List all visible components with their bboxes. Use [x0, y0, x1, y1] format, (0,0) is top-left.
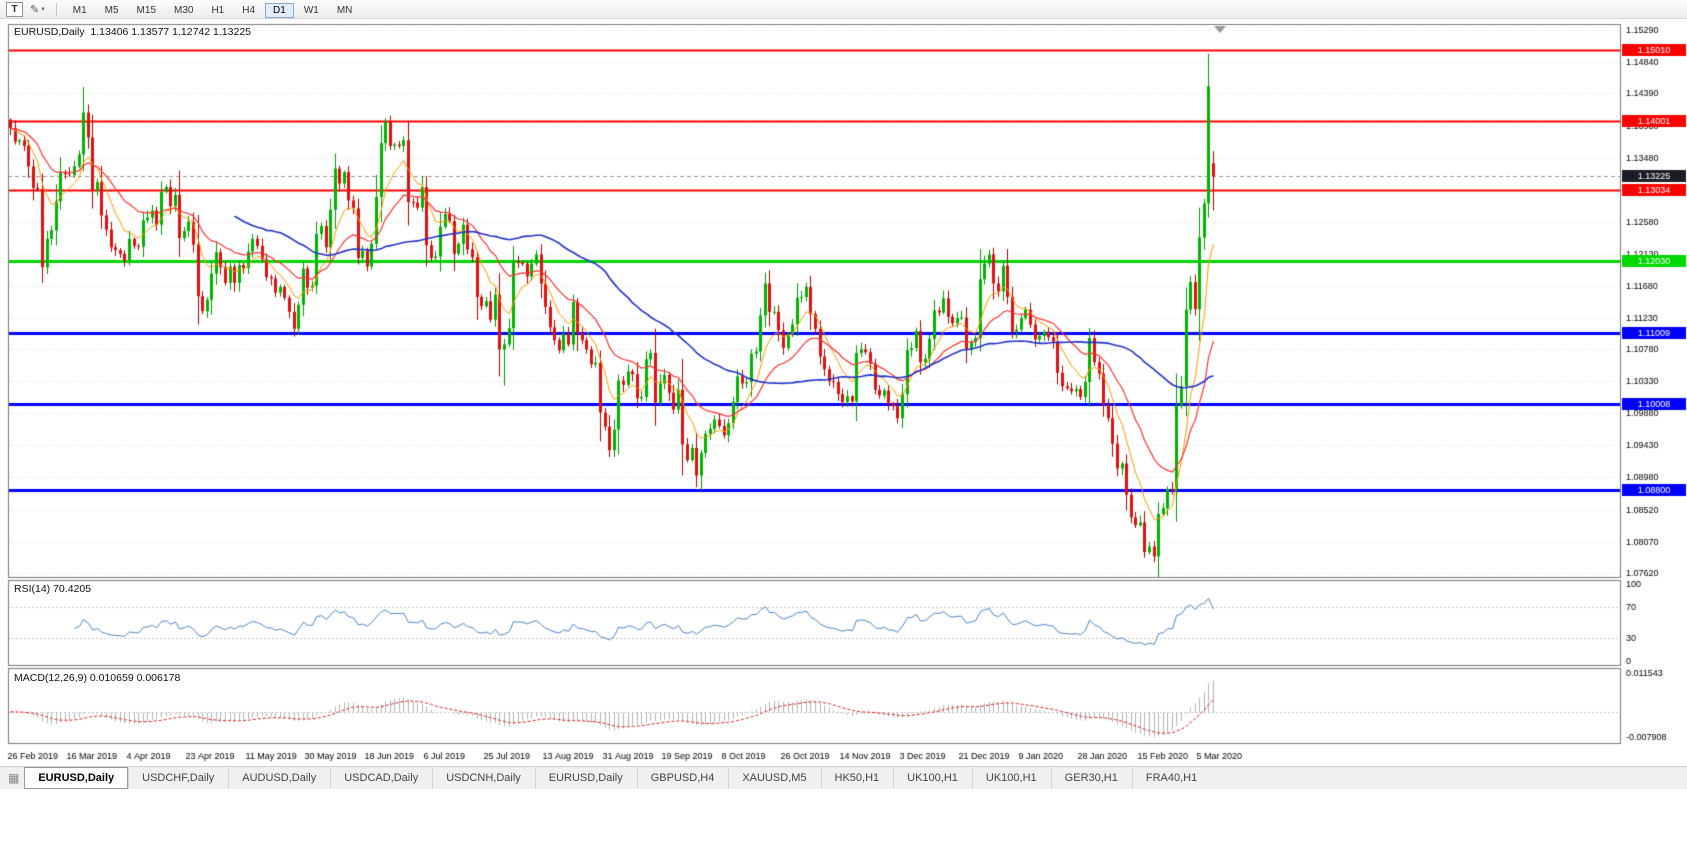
chart-tab-1-usdchf-daily[interactable]: USDCHF,Daily	[128, 767, 228, 789]
top-toolbar: T ✎ ▾ M1 M5 M15 M30 H1 H4 D1 W1 MN	[0, 0, 1687, 19]
chart-tab-8-hk50-h1[interactable]: HK50,H1	[820, 767, 894, 789]
timeframe-button-mn[interactable]: MN	[329, 3, 361, 18]
timeframe-button-m30[interactable]: M30	[166, 3, 201, 18]
chart-tab-4-usdcnh-daily[interactable]: USDCNH,Daily	[432, 767, 535, 789]
chart-tab-3-usdcad-daily[interactable]: USDCAD,Daily	[330, 767, 432, 789]
toolbar-separator	[55, 2, 57, 16]
timeframe-button-w1[interactable]: W1	[296, 3, 327, 18]
chart-tab-9-uk100-h1[interactable]: UK100,H1	[893, 767, 972, 789]
chevron-down-icon: ▾	[41, 6, 45, 13]
chart-tab-7-xauusd-m5[interactable]: XAUUSD,M5	[728, 767, 820, 789]
chart-area: EURUSD,Daily 1.13406 1.13577 1.12742 1.1…	[0, 19, 1687, 766]
timeframe-button-m5[interactable]: M5	[97, 3, 127, 18]
chart-tab-0-eurusd-daily[interactable]: EURUSD,Daily	[24, 767, 129, 789]
chart-tab-12-fra40-h1[interactable]: FRA40,H1	[1131, 767, 1211, 789]
timeframe-button-m1[interactable]: M1	[65, 3, 95, 18]
chart-tabs: EURUSD,Daily USDCHF,Daily AUDUSD,Daily USDC…	[24, 767, 1211, 789]
chart-tab-5-eurusd-daily[interactable]: EURUSD,Daily	[534, 767, 637, 789]
chart-tab-6-gbpusd-h4[interactable]: GBPUSD,H4	[636, 767, 729, 789]
chart-tabs-bar: ▦ EURUSD,Daily USDCHF,Daily AUDUSD,Daily US…	[0, 766, 1687, 789]
draw-tool-button[interactable]: ✎ ▾	[26, 2, 49, 17]
chart-tab-10-uk100-h1[interactable]: UK100,H1	[971, 767, 1051, 789]
timeframe-group: M1 M5 M15 M30 H1 H4 D1 W1 MN	[64, 0, 362, 18]
timeframe-button-d1[interactable]: D1	[265, 3, 294, 18]
price-chart-canvas[interactable]	[0, 19, 1687, 766]
chart-tab-11-ger30-h1[interactable]: GER30,H1	[1050, 767, 1132, 789]
text-tool-button[interactable]: T	[6, 1, 23, 17]
charts-list-icon[interactable]: ▦	[8, 771, 20, 785]
pencil-icon: ✎	[30, 3, 40, 16]
timeframe-button-h1[interactable]: H1	[203, 3, 232, 18]
chart-tab-2-audusd-daily[interactable]: AUDUSD,Daily	[228, 767, 330, 789]
timeframe-button-m15[interactable]: M15	[129, 3, 164, 18]
timeframe-button-h4[interactable]: H4	[234, 3, 263, 18]
